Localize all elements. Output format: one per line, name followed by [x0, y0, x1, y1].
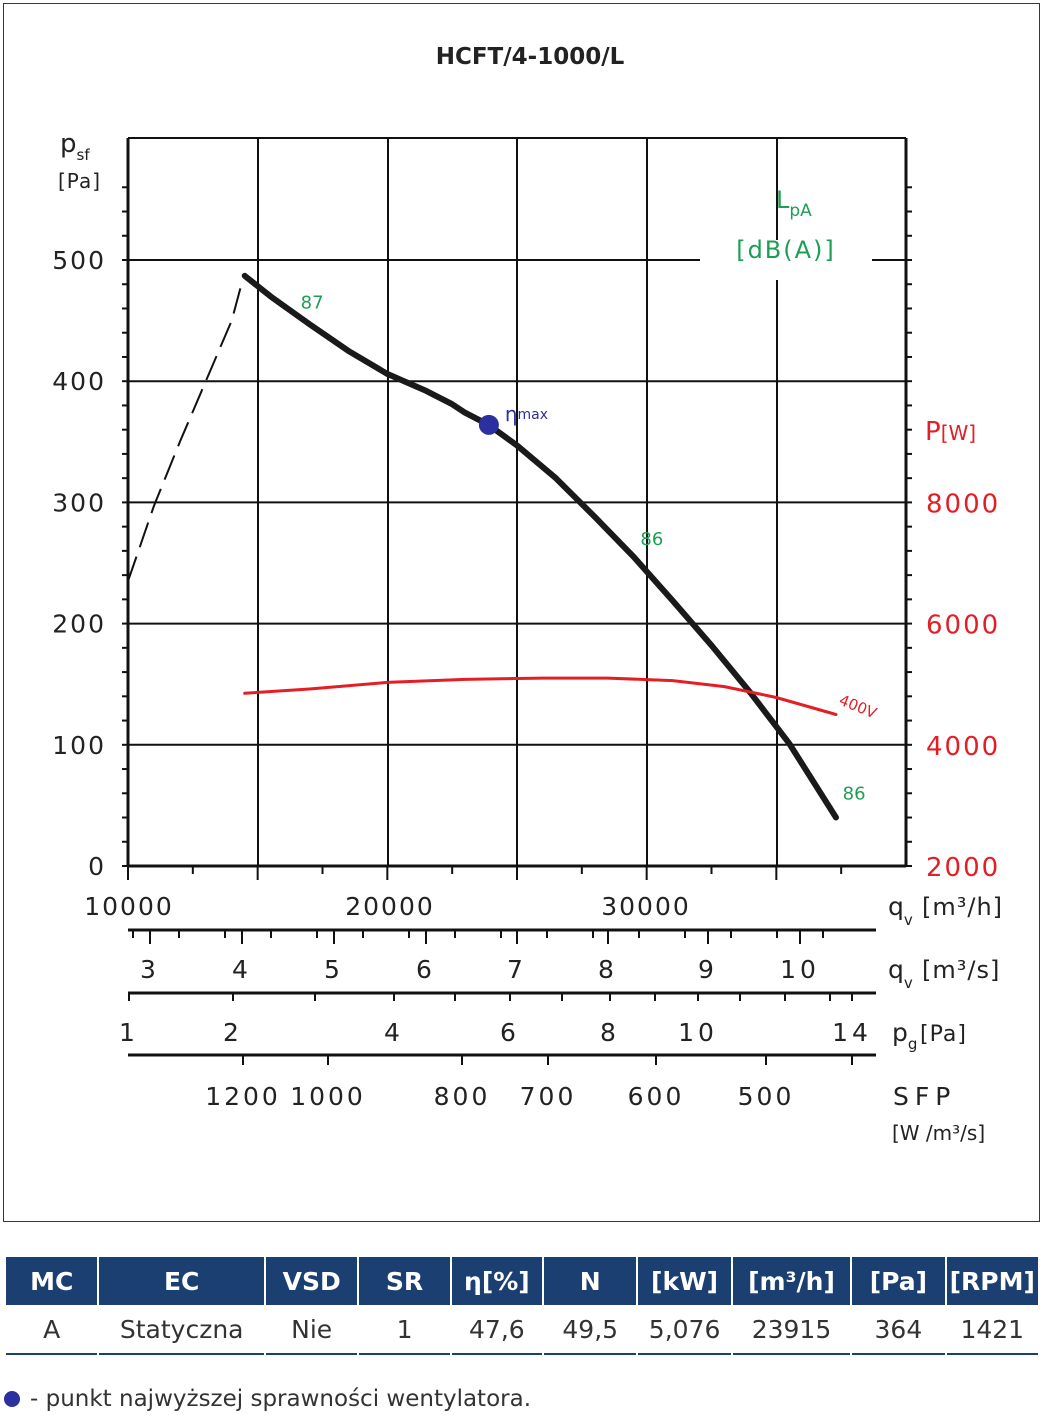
qs-tick-label: 8	[598, 955, 618, 984]
legend-note-text: - punkt najwyższej sprawności wentylator…	[30, 1386, 532, 1412]
sfp-axis-label: SFP	[893, 1082, 956, 1111]
sfp-tick-label: 700	[520, 1082, 577, 1111]
power-curve	[243, 676, 838, 716]
x-tick-label: 30000	[601, 892, 691, 921]
chart-frame	[3, 3, 1040, 1222]
sfp-tick-label: 600	[628, 1082, 685, 1111]
cell-n: 49,5	[544, 1305, 637, 1355]
pg-tick-label: 2	[223, 1018, 243, 1047]
sound-level-label: 86	[843, 783, 866, 804]
eta-max-label: ηmax	[505, 402, 548, 426]
sound-level-label: 86	[640, 529, 663, 550]
eta-max-point	[478, 414, 499, 435]
header-rpm: [RPM]	[946, 1257, 1038, 1305]
y2-tick-label: 2000	[926, 853, 1000, 883]
qs-tick-label: 3	[140, 955, 160, 984]
y-axis-label: psf	[60, 129, 90, 164]
spec-table: MC EC VSD SR η[%] N [kW] [m³/h] [Pa] [RP…	[4, 1257, 1040, 1355]
sfp-tick-label: 500	[738, 1082, 795, 1111]
y2-axis-label: P[W]	[925, 417, 976, 447]
cell-pa: 364	[852, 1305, 945, 1355]
power-curve-label: 400V	[837, 691, 880, 723]
cell-kw: 5,076	[638, 1305, 731, 1355]
header-sr: SR	[359, 1257, 450, 1305]
pg-tick-label: 6	[500, 1018, 520, 1047]
legend-note: - punkt najwyższej sprawności wentylator…	[4, 1386, 531, 1412]
sfp-tick-label: 1200	[205, 1082, 281, 1111]
header-eta: η[%]	[451, 1257, 543, 1305]
qs-tick-label: 5	[324, 955, 344, 984]
cell-flow: 23915	[732, 1305, 851, 1355]
x-axis-label: qv	[888, 892, 913, 929]
eta-point-legend-icon	[4, 1391, 20, 1407]
qs-tick-label: 9	[698, 955, 718, 984]
sfp-tick-label: 800	[434, 1082, 491, 1111]
header-mc: MC	[6, 1257, 98, 1305]
sfp-tick-label: 1000	[290, 1082, 366, 1111]
header-ec: EC	[99, 1257, 264, 1305]
cell-eta: 47,6	[451, 1305, 543, 1355]
cell-mc: A	[6, 1305, 98, 1355]
y-tick-label: 400	[52, 367, 106, 396]
stall-region-dashed-curve	[127, 281, 244, 582]
y2-tick-label: 4000	[926, 732, 1000, 762]
x-tick-label: 10000	[84, 892, 174, 921]
x-tick-label: 20000	[345, 892, 435, 921]
qs-tick-label: 7	[507, 955, 527, 984]
qs-tick-label: 10	[780, 955, 820, 984]
y-tick-label: 100	[52, 731, 106, 760]
lpa-unit: [dB(A)]	[736, 236, 836, 264]
pg-tick-label: 10	[678, 1018, 718, 1047]
pg-axis-unit: [Pa]	[920, 1022, 967, 1047]
cell-rpm: 1421	[946, 1305, 1038, 1355]
header-flow: [m³/h]	[732, 1257, 851, 1305]
pressure-curve	[241, 272, 839, 821]
y-tick-label: 0	[88, 852, 106, 881]
cell-ec: Statyczna	[99, 1305, 264, 1355]
sound-level-label: 87	[301, 292, 324, 313]
pg-axis-label: pg	[892, 1018, 917, 1053]
qs-axis-unit: [m³/s]	[922, 956, 1000, 984]
fan-curve-chart: HCFT/4-1000/L 0 100 200 300 400 500 psf [Pa] 2000…	[52, 44, 1003, 1145]
y-axis-unit: [Pa]	[58, 169, 101, 193]
header-vsd: VSD	[266, 1257, 358, 1305]
y-tick-label: 300	[52, 488, 106, 517]
y2-tick-label: 6000	[926, 611, 1000, 641]
chart-title: HCFT/4-1000/L	[436, 44, 625, 70]
y2-tick-label: 8000	[926, 489, 1000, 519]
table-row: A Statyczna Nie 1 47,6 49,5 5,076 23915 …	[6, 1305, 1038, 1355]
qs-tick-label: 6	[416, 955, 436, 984]
y-tick-label: 500	[52, 246, 106, 275]
cell-sr: 1	[359, 1305, 450, 1355]
header-pa: [Pa]	[852, 1257, 945, 1305]
x-axis-unit: [m³/h]	[922, 893, 1003, 921]
y-tick-label: 200	[52, 610, 106, 639]
pg-tick-label: 1	[119, 1018, 139, 1047]
sfp-axis-unit: [W /m³/s]	[892, 1121, 985, 1145]
header-kw: [kW]	[638, 1257, 731, 1305]
lpa-label-bg	[700, 240, 872, 280]
pg-tick-label: 8	[600, 1018, 620, 1047]
qs-tick-label: 4	[232, 955, 252, 984]
qs-axis-label: qv	[888, 955, 913, 992]
pg-tick-label: 14	[832, 1018, 872, 1047]
pg-tick-label: 4	[384, 1018, 404, 1047]
table-header-row: MC EC VSD SR η[%] N [kW] [m³/h] [Pa] [RP…	[6, 1257, 1038, 1305]
lpa-label: LpA	[776, 186, 812, 221]
header-n: N	[544, 1257, 637, 1305]
cell-vsd: Nie	[266, 1305, 358, 1355]
